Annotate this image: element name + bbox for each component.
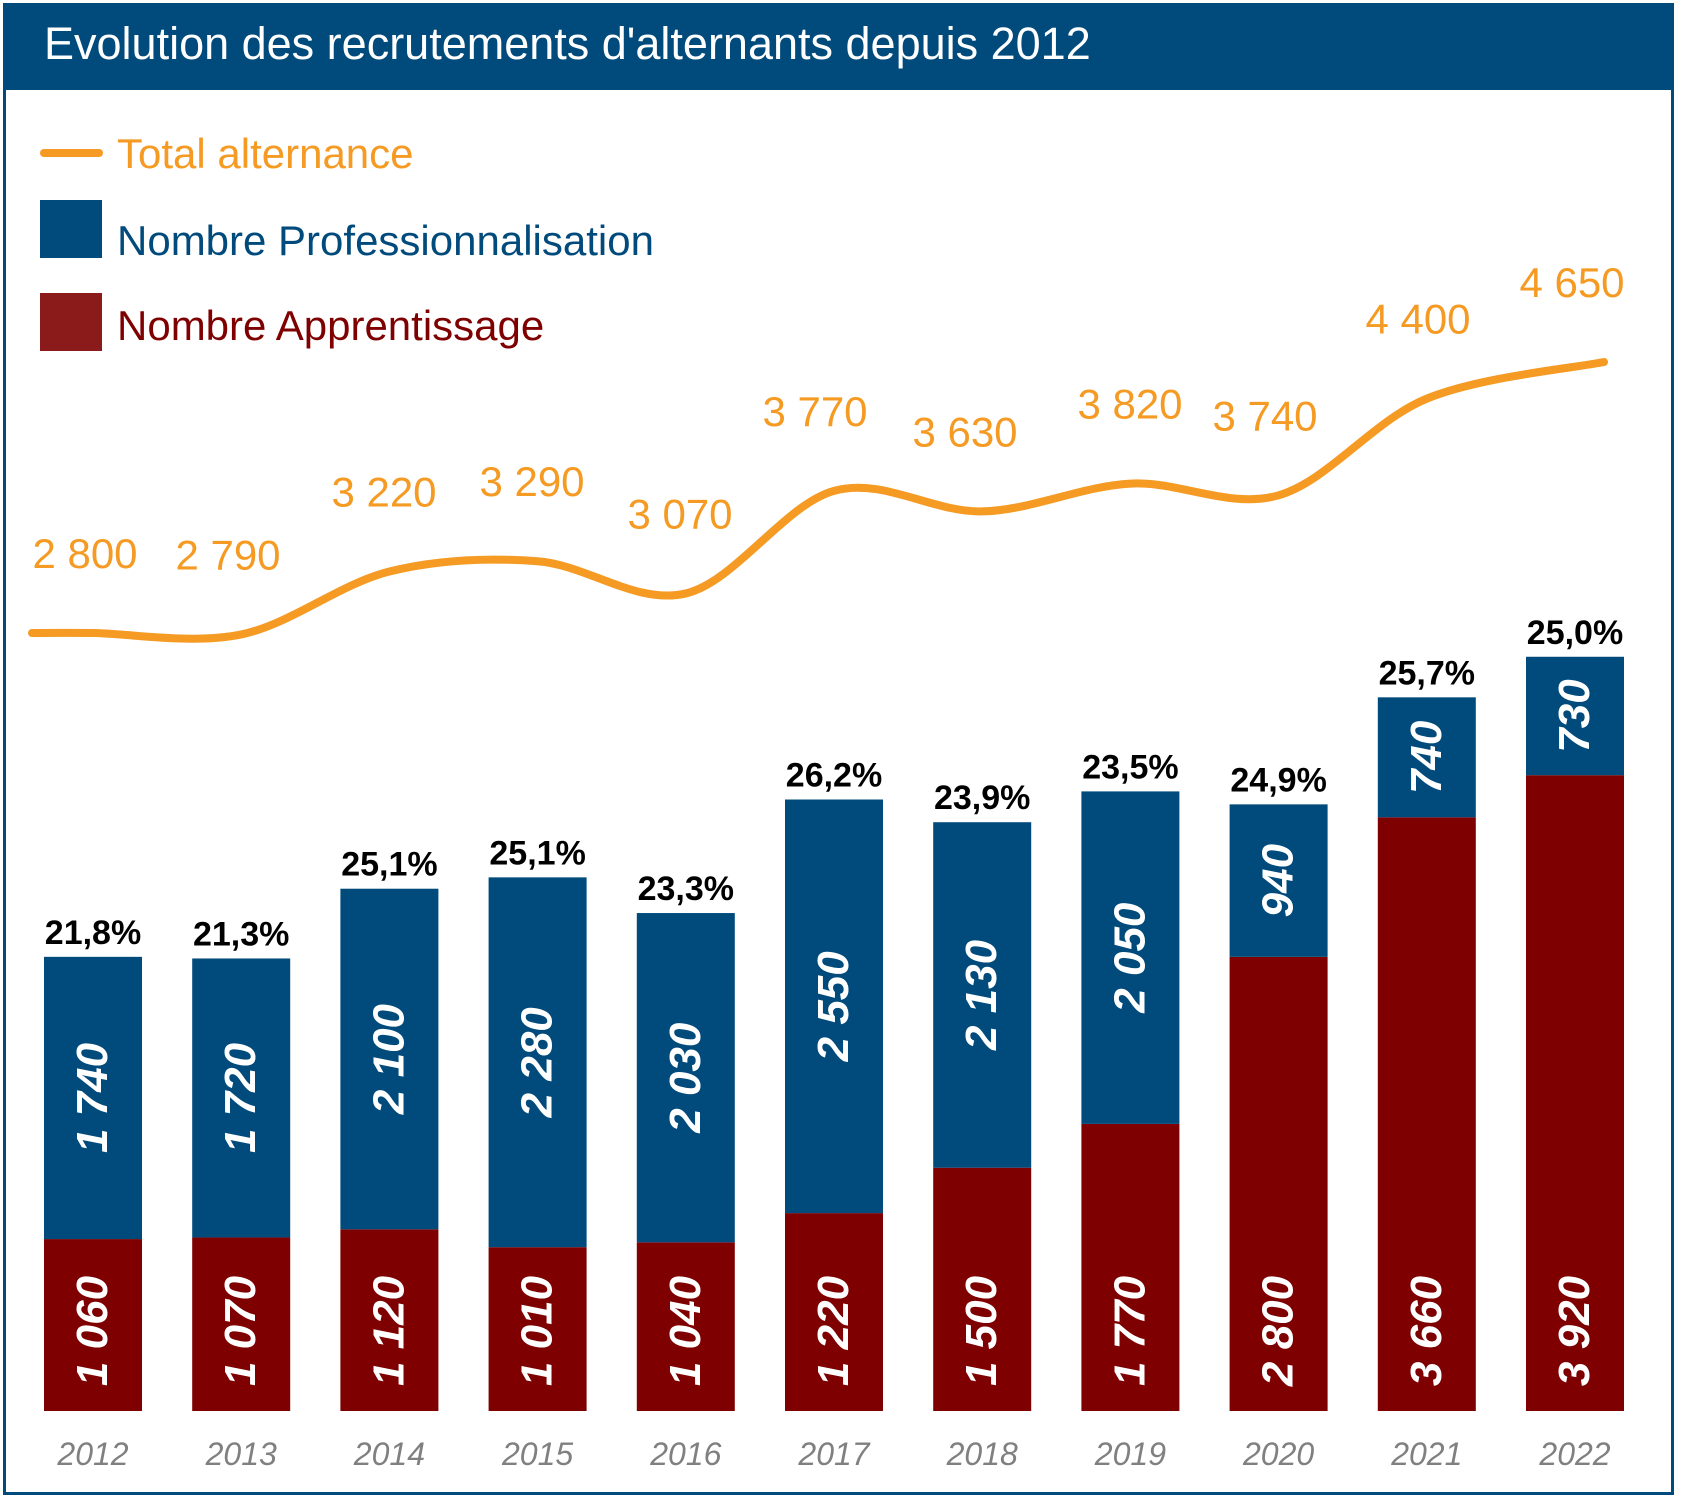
chart-title: Evolution des recrutements d'alternants …	[44, 18, 1091, 69]
label-percent-2016: 23,3%	[638, 870, 734, 908]
bar-apprentissage-2014	[340, 1229, 439, 1411]
legend-professionnalisation-swatch	[40, 200, 102, 258]
x-tick-2015: 2015	[501, 1436, 573, 1472]
label-total-2016: 3 070	[627, 490, 732, 537]
label-percent-2015: 25,1%	[489, 834, 585, 872]
label-percent-2012: 21,8%	[45, 914, 141, 952]
bar-professionnalisation-2012	[44, 956, 142, 1240]
label-percent-2019: 23,5%	[1082, 748, 1178, 786]
label-professionnalisation-2013: 1 720	[216, 1042, 265, 1153]
label-percent-2014: 25,1%	[341, 846, 437, 884]
label-total-2020: 3 740	[1212, 392, 1317, 439]
legend-total-label: Total alternance	[117, 130, 414, 177]
label-apprentissage-2021: 3 660	[1402, 1275, 1451, 1386]
label-total-2018: 3 630	[912, 408, 1017, 455]
label-percent-2020: 24,9%	[1230, 761, 1326, 799]
bar-apprentissage-2015	[488, 1247, 587, 1411]
bar-professionnalisation-2013	[192, 958, 291, 1238]
label-apprentissage-2018: 1 500	[957, 1275, 1006, 1386]
label-total-2019: 3 820	[1077, 381, 1182, 428]
label-professionnalisation-2015: 2 280	[513, 1007, 562, 1119]
label-percent-2013: 21,3%	[193, 915, 289, 953]
label-apprentissage-2014: 1 120	[364, 1275, 413, 1386]
label-percent-2021: 25,7%	[1379, 654, 1475, 692]
legend-professionnalisation-label: Nombre Professionnalisation	[117, 217, 654, 264]
x-tick-2020: 2020	[1242, 1436, 1314, 1472]
bar-professionnalisation-2014	[340, 888, 439, 1230]
label-total-2022: 4 650	[1519, 259, 1624, 306]
bar-professionnalisation-2017	[785, 799, 883, 1214]
label-percent-2017: 26,2%	[786, 757, 882, 795]
label-professionnalisation-2012: 1 740	[68, 1042, 117, 1153]
x-tick-2017: 2017	[797, 1436, 870, 1472]
bar-apprentissage-2016	[636, 1242, 735, 1411]
label-percent-2018: 23,9%	[934, 779, 1030, 817]
label-professionnalisation-2020: 940	[1254, 843, 1303, 917]
x-tick-2019: 2019	[1094, 1436, 1166, 1472]
label-apprentissage-2022: 3 920	[1550, 1275, 1599, 1386]
label-apprentissage-2016: 1 040	[661, 1275, 710, 1386]
label-total-2012: 2 800	[32, 530, 137, 577]
x-tick-2016: 2016	[649, 1436, 721, 1472]
bar-apprentissage-2018	[933, 1167, 1032, 1411]
bar-apprentissage-2022	[1526, 775, 1624, 1411]
label-professionnalisation-2021: 740	[1402, 720, 1451, 794]
label-total-2014: 3 220	[331, 468, 436, 515]
bar-apprentissage-2020	[1229, 956, 1328, 1411]
label-apprentissage-2015: 1 010	[513, 1275, 562, 1386]
bar-apprentissage-2021	[1377, 817, 1476, 1411]
x-tick-2013: 2013	[205, 1436, 277, 1472]
label-apprentissage-2019: 1 770	[1105, 1275, 1154, 1386]
bar-professionnalisation-2019	[1081, 791, 1180, 1124]
bar-apprentissage-2017	[785, 1213, 883, 1411]
label-apprentissage-2013: 1 070	[216, 1275, 265, 1386]
label-professionnalisation-2017: 2 550	[809, 951, 858, 1063]
bar-professionnalisation-2020	[1229, 804, 1328, 957]
label-professionnalisation-2022: 730	[1550, 679, 1599, 753]
x-tick-2018: 2018	[946, 1436, 1018, 1472]
bar-apprentissage-2019	[1081, 1123, 1180, 1411]
legend-apprentissage-label: Nombre Apprentissage	[117, 302, 544, 349]
x-tick-2014: 2014	[353, 1436, 425, 1472]
bar-professionnalisation-2018	[933, 822, 1032, 1168]
label-total-2021: 4 400	[1365, 296, 1470, 343]
label-total-2015: 3 290	[479, 458, 584, 505]
label-total-2017: 3 770	[762, 388, 867, 435]
bar-professionnalisation-2022	[1526, 656, 1624, 776]
label-total-2013: 2 790	[175, 531, 280, 578]
label-apprentissage-2017: 1 220	[809, 1275, 858, 1386]
label-apprentissage-2012: 1 060	[68, 1275, 117, 1386]
label-apprentissage-2020: 2 800	[1254, 1275, 1303, 1387]
x-tick-2012: 2012	[56, 1436, 128, 1472]
x-tick-2022: 2022	[1538, 1436, 1610, 1472]
label-professionnalisation-2018: 2 130	[957, 939, 1006, 1051]
bar-apprentissage-2013	[192, 1237, 291, 1411]
label-professionnalisation-2019: 2 050	[1105, 902, 1154, 1014]
label-professionnalisation-2016: 2 030	[661, 1022, 710, 1134]
label-professionnalisation-2014: 2 100	[364, 1003, 413, 1115]
legend-apprentissage-swatch	[40, 293, 102, 351]
bar-professionnalisation-2015	[488, 877, 587, 1248]
bar-apprentissage-2012	[44, 1239, 142, 1411]
bar-professionnalisation-2021	[1377, 697, 1476, 818]
x-tick-2021: 2021	[1390, 1436, 1462, 1472]
bar-professionnalisation-2016	[636, 913, 735, 1243]
total-alternance-line	[28, 358, 1608, 643]
chart-header: Evolution des recrutements d'alternants …	[6, 6, 1671, 90]
label-percent-2022: 25,0%	[1527, 614, 1623, 652]
